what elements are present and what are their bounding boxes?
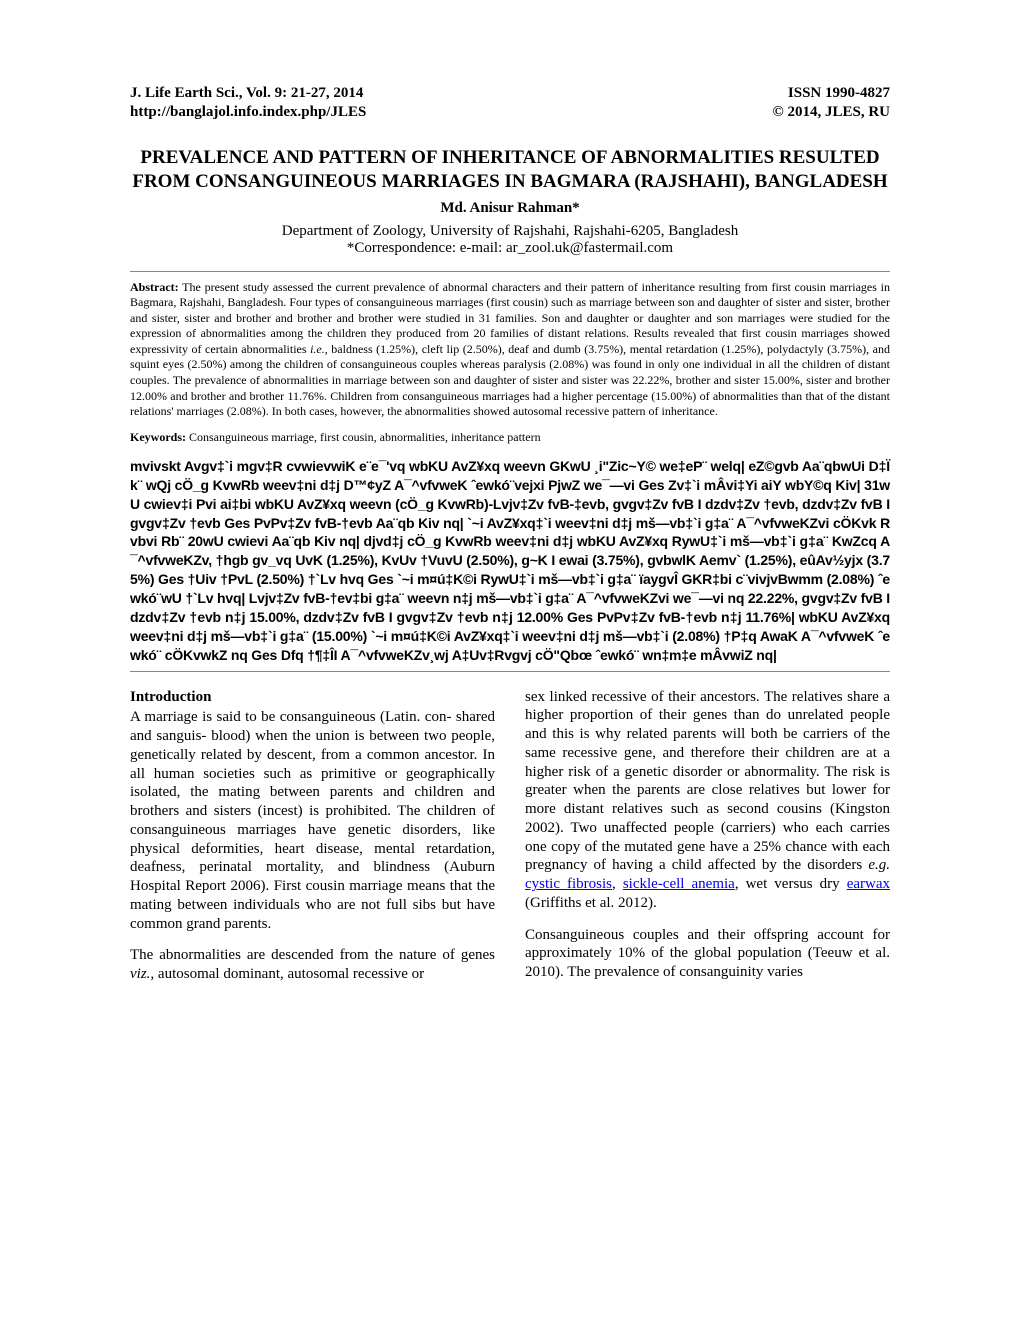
bangla-title: mvivskt	[130, 458, 181, 474]
intro-para2-a: The abnormalities are descended from the…	[130, 947, 495, 963]
abstract-label: Abstract:	[130, 280, 179, 294]
bangla-text: Avgv‡`i mgv‡R cvwievwiK e¨e¯'vq wbKU AvZ…	[130, 458, 890, 663]
link-earwax[interactable]: earwax	[847, 876, 890, 892]
intro-para-2: The abnormalities are descended from the…	[130, 946, 495, 984]
intro-para-3: sex linked recessive of their ancestors.…	[525, 688, 890, 913]
intro-para2-b: autosomal dominant, autosomal recessive …	[154, 966, 424, 982]
intro-para3-e: (Griffiths et al. 2012).	[525, 895, 657, 911]
intro-para3-a: sex linked recessive of their ancestors.…	[525, 689, 890, 874]
link-cystic-fibrosis[interactable]: cystic fibrosis	[525, 876, 612, 892]
affiliation: Department of Zoology, University of Raj…	[130, 223, 890, 240]
body-columns: Introduction A marriage is said to be co…	[130, 688, 890, 997]
journal-url: http://banglajol.info.index.php/JLES	[130, 104, 366, 121]
right-column: sex linked recessive of their ancestors.…	[525, 688, 890, 997]
correspondence: *Correspondence: e-mail: ar_zool.uk@fast…	[130, 240, 890, 257]
journal-info: J. Life Earth Sci., Vol. 9: 21-27, 2014	[130, 85, 363, 102]
ie-label: i.e.,	[310, 342, 328, 356]
introduction-heading: Introduction	[130, 688, 495, 707]
header-row-1: J. Life Earth Sci., Vol. 9: 21-27, 2014 …	[130, 85, 890, 102]
author-name: Md. Anisur Rahman*	[130, 200, 890, 217]
intro-para3-d: , wet versus dry	[735, 876, 847, 892]
bangla-abstract: mvivskt Avgv‡`i mgv‡R cvwievwiK e¨e¯'vq …	[130, 457, 890, 665]
intro-para-1: A marriage is said to be consanguineous …	[130, 708, 495, 933]
abstract-block: Abstract: The present study assessed the…	[130, 280, 890, 420]
intro-para3-c: ,	[612, 876, 623, 892]
left-column: Introduction A marriage is said to be co…	[130, 688, 495, 997]
intro-eg: e.g.	[868, 857, 890, 873]
copyright-info: © 2014, JLES, RU	[773, 104, 890, 121]
keywords-text: Consanguineous marriage, first cousin, a…	[186, 430, 541, 444]
keywords-block: Keywords: Consanguineous marriage, first…	[130, 430, 890, 445]
intro-para-4: Consanguineous couples and their offspri…	[525, 926, 890, 982]
intro-viz: viz.,	[130, 966, 154, 982]
article-title: PREVALENCE AND PATTERN OF INHERITANCE OF…	[130, 146, 890, 194]
issn-info: ISSN 1990-4827	[788, 85, 890, 102]
divider-top	[130, 271, 890, 272]
keywords-label: Keywords:	[130, 430, 186, 444]
divider-bottom	[130, 671, 890, 672]
link-sickle-cell[interactable]: sickle-cell anemia	[623, 876, 735, 892]
header-row-2: http://banglajol.info.index.php/JLES © 2…	[130, 104, 890, 121]
